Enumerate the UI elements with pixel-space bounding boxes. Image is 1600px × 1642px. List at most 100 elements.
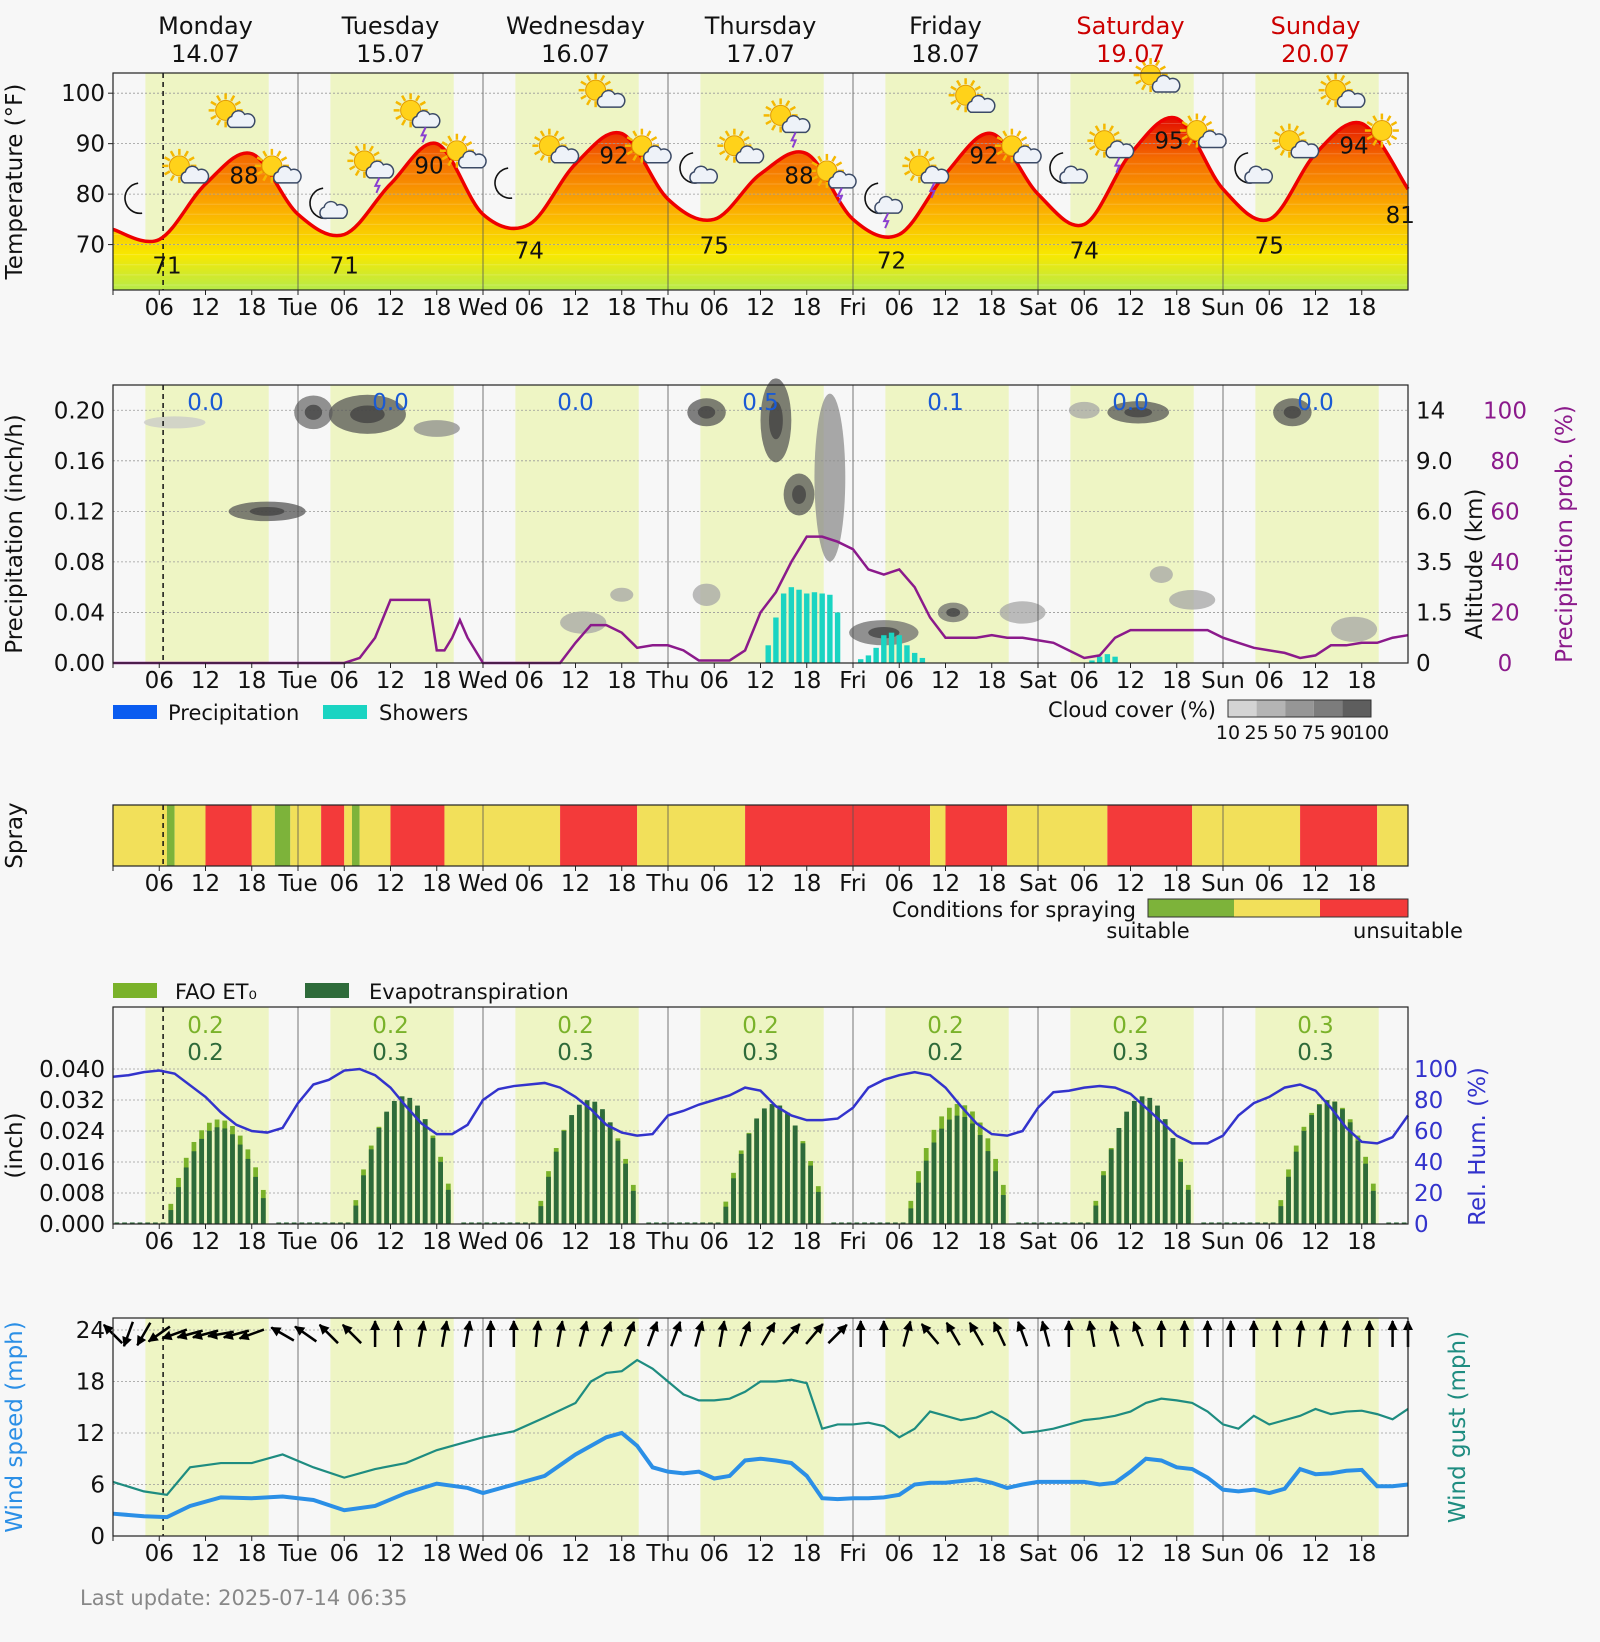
sun-disk xyxy=(631,135,653,157)
sun-ray xyxy=(276,150,282,157)
sun-ray xyxy=(1372,139,1378,146)
shower-bar xyxy=(873,647,879,663)
shower-bar xyxy=(811,592,818,663)
day-header-name: Tuesday xyxy=(341,12,440,40)
sun-ray xyxy=(1366,134,1373,141)
sun-ray xyxy=(817,155,823,163)
precipitation-day-tick-label: Fri xyxy=(839,668,866,694)
sun-ray xyxy=(974,85,981,91)
sun-ray xyxy=(534,136,541,142)
cloud-cover-core xyxy=(697,405,716,419)
cloud-shape xyxy=(642,145,672,164)
daily-precipitation-total: 0.0 xyxy=(1112,390,1149,416)
cloud-cover-legend-tick: 25 xyxy=(1245,722,1269,744)
sun-ray xyxy=(771,100,777,107)
arrow-head xyxy=(603,1320,613,1332)
sun-ray xyxy=(1181,120,1188,127)
sun-disk xyxy=(1093,130,1115,152)
evapotranspiration-bar xyxy=(1155,1105,1160,1224)
wind-day-tick-label: Sat xyxy=(1019,1541,1057,1567)
arrow-head xyxy=(370,1320,381,1330)
evapotranspiration-bar xyxy=(260,1198,266,1224)
sun-ray xyxy=(401,95,407,102)
daily-fao-et0-total: 0.2 xyxy=(927,1013,964,1039)
arrow-head xyxy=(717,1320,728,1331)
evapotranspiration-bar xyxy=(206,1130,212,1224)
evapotranspiration-day-tick-label: Sat xyxy=(1019,1229,1057,1255)
temperature-day-tick-label: Sun xyxy=(1201,295,1245,321)
cloud-shape xyxy=(272,165,302,184)
cloud-cover-core xyxy=(946,608,961,617)
evapotranspiration-bar xyxy=(1024,1222,1029,1224)
evapotranspiration-bar xyxy=(1162,1119,1168,1224)
precipitation-hour-tick-label: 12 xyxy=(1116,668,1145,694)
sun-cloud-icon xyxy=(532,128,580,164)
evapotranspiration-hour-tick-label: 06 xyxy=(515,1229,544,1255)
temperature-min-label: 75 xyxy=(700,233,729,259)
sun-ray xyxy=(1326,74,1332,82)
evapotranspiration-hour-tick-label: 06 xyxy=(330,1229,359,1255)
arrow-head xyxy=(579,1320,590,1332)
evapotranspiration-bar xyxy=(484,1222,490,1224)
evapotranspiration-bar xyxy=(1224,1222,1230,1224)
day-header-date: 15.07 xyxy=(356,40,425,68)
arrow-head xyxy=(393,1320,404,1330)
evapotranspiration-hour-tick-label: 12 xyxy=(376,1229,405,1255)
arrow-head xyxy=(1225,1320,1236,1330)
arrow-head xyxy=(903,1320,913,1332)
precipitation-hour-tick-label: 06 xyxy=(700,668,729,694)
spray-legend-unsuitable-swatch xyxy=(1320,899,1408,917)
precipitation-hour-tick-label: 06 xyxy=(1070,668,1099,694)
sun-cloud-thunder-icon xyxy=(347,143,395,194)
precipitation-day-tick-label: Sun xyxy=(1201,668,1245,694)
precipitation-daylight-band xyxy=(1070,385,1194,663)
wind-hour-tick-label: 06 xyxy=(515,1541,544,1567)
shower-bar xyxy=(773,617,779,663)
precipitation-hour-tick-label: 06 xyxy=(145,668,174,694)
cloud-cover-legend-tick: 100 xyxy=(1353,722,1389,744)
precipitation-hour-tick-label: 18 xyxy=(977,668,1006,694)
spray-hour-tick-label: 06 xyxy=(1255,871,1284,897)
sun-cloud-icon xyxy=(994,128,1042,164)
evapotranspiration-bar xyxy=(1178,1161,1183,1224)
temperature-day-tick-label: Tue xyxy=(277,295,317,321)
legend-fao-et0-label: FAO ET₀ xyxy=(175,980,257,1004)
cloud-shape xyxy=(1012,145,1042,164)
wind-hour-tick-label: 06 xyxy=(700,1541,729,1567)
thunder-bolt xyxy=(790,131,798,148)
evapotranspiration-y-tick-label: 0.024 xyxy=(39,1119,105,1145)
thunder-bolt xyxy=(420,126,428,143)
evapotranspiration-bar xyxy=(677,1222,682,1224)
evapotranspiration-bar xyxy=(908,1208,914,1224)
daily-evapotranspiration-total: 0.3 xyxy=(372,1040,409,1066)
evapotranspiration-bar xyxy=(307,1222,312,1224)
evapotranspiration-bar xyxy=(808,1165,813,1224)
temperature-hour-tick-label: 12 xyxy=(1116,295,1145,321)
cloud-cover-patch xyxy=(413,420,460,437)
temperature-hour-tick-label: 12 xyxy=(1301,295,1330,321)
shower-bar xyxy=(881,635,887,663)
evapotranspiration-bar xyxy=(1347,1122,1353,1224)
evapotranspiration-bar xyxy=(777,1105,783,1224)
temperature-max-label: 95 xyxy=(1154,128,1183,154)
day-header-date: 19.07 xyxy=(1096,40,1165,68)
wind-direction-arrow xyxy=(739,1320,752,1347)
precipitation-probability-tick-label: 40 xyxy=(1490,550,1519,576)
cloud-cover-core xyxy=(1283,405,1302,419)
sun-ray xyxy=(539,130,545,137)
wind-direction-arrow xyxy=(1225,1320,1236,1347)
day-header-date: 18.07 xyxy=(911,40,980,68)
evapotranspiration-bar xyxy=(815,1191,821,1224)
daily-fao-et0-total: 0.2 xyxy=(187,1013,224,1039)
evapotranspiration-bar xyxy=(438,1161,443,1224)
evapotranspiration-bar xyxy=(600,1109,605,1224)
sun-ray xyxy=(188,156,195,162)
precipitation-probability-line xyxy=(113,535,1409,665)
evapotranspiration-bar xyxy=(176,1187,181,1224)
arrow-head xyxy=(1202,1320,1213,1330)
evapotranspiration-bar xyxy=(338,1222,343,1224)
evapotranspiration-bar xyxy=(199,1138,205,1224)
shower-bar xyxy=(780,593,787,663)
evapotranspiration-hour-tick-label: 06 xyxy=(700,1229,729,1255)
evapotranspiration-bar xyxy=(322,1222,328,1224)
